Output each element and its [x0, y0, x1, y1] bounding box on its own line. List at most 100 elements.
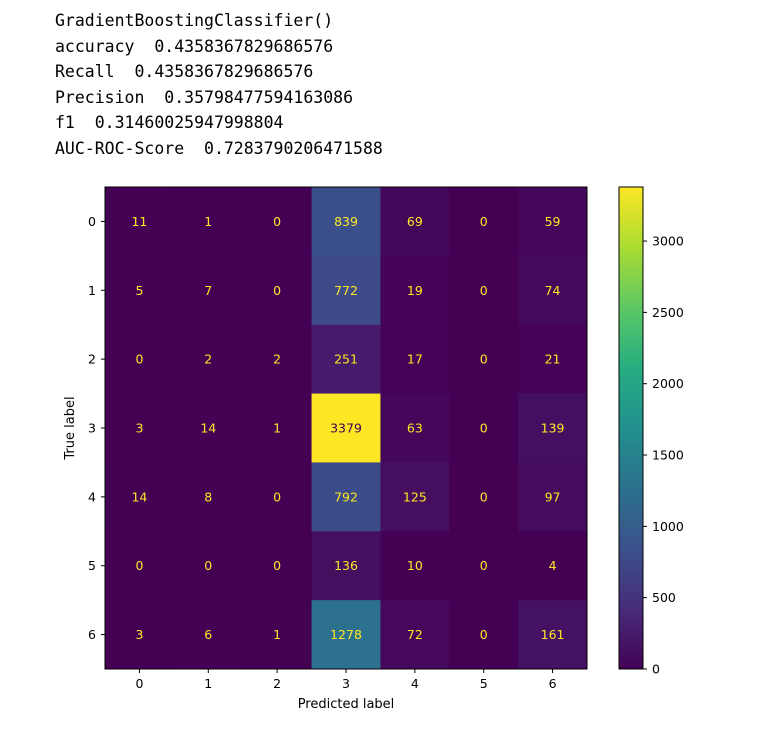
cell-value-label: 0: [480, 283, 488, 298]
heatmap-cell: [242, 462, 313, 532]
heatmap-cell: [380, 255, 450, 326]
auc-roc-line: AUC-ROC-Score 0.7283790206471588: [55, 138, 383, 158]
heatmap-cell: [173, 600, 244, 670]
cell-value-label: 14: [200, 421, 216, 436]
cell-value-label: 0: [480, 558, 488, 573]
heatmap-cell: [242, 187, 313, 257]
cell-value-label: 4: [549, 558, 557, 573]
x-tick-label: 4: [411, 676, 419, 691]
cell-value-label: 1: [204, 214, 212, 229]
cell-value-label: 2: [204, 352, 212, 367]
cell-value-label: 125: [403, 489, 427, 504]
cell-value-label: 792: [334, 489, 358, 504]
x-tick-label: 5: [480, 676, 488, 691]
y-tick-label: 4: [88, 489, 96, 504]
cell-value-label: 3379: [330, 421, 362, 436]
accuracy-line: accuracy 0.4358367829686576: [55, 36, 334, 56]
cell-value-label: 136: [334, 558, 358, 573]
cell-value-label: 19: [407, 283, 423, 298]
heatmap-cell: [311, 462, 381, 532]
heatmap-cell: [105, 462, 175, 532]
heatmap-cell: [449, 187, 519, 257]
cell-value-label: 0: [135, 558, 143, 573]
cell-value-label: 0: [273, 489, 281, 504]
heatmap-cell: [449, 531, 519, 601]
f1-line: f1 0.31460025947998804: [55, 113, 284, 132]
heatmap-cell: [242, 393, 313, 463]
heatmap-cell: [242, 255, 313, 326]
y-tick-label: 1: [88, 283, 96, 298]
heatmap-cell: [380, 324, 450, 395]
heatmap-cell: [518, 393, 588, 463]
precision-line: Precision 0.35798477594163086: [55, 87, 354, 107]
x-axis-label: Predicted label: [298, 697, 395, 712]
y-axis-label: True label: [63, 396, 78, 460]
cell-value-label: 772: [334, 283, 358, 298]
cell-value-label: 0: [480, 627, 488, 642]
cell-value-label: 97: [545, 489, 561, 504]
cell-value-label: 63: [407, 421, 423, 436]
cell-value-label: 0: [480, 352, 488, 367]
cell-value-label: 69: [407, 214, 423, 229]
cell-value-label: 21: [545, 352, 561, 367]
colorbar-tick-label: 1000: [652, 519, 684, 534]
heatmap-cell: [105, 255, 175, 326]
cell-value-label: 0: [273, 558, 281, 573]
heatmap-cell: [242, 600, 313, 670]
heatmap-cell: [380, 531, 450, 601]
heatmap-cell: [173, 187, 244, 257]
cell-value-label: 17: [407, 352, 423, 367]
heatmap-cell: [518, 187, 588, 257]
colorbar-tick-label: 500: [652, 590, 676, 605]
heatmap-cell: [449, 324, 519, 395]
heatmap-cell: [311, 393, 381, 463]
cell-value-label: 6: [204, 627, 212, 642]
cell-value-label: 0: [273, 283, 281, 298]
heatmap-cell: [105, 324, 175, 395]
colorbar-tick-label: 0: [652, 662, 660, 677]
colorbar-tick-label: 3000: [652, 234, 684, 249]
heatmap-cell: [311, 531, 381, 601]
cell-value-label: 10: [407, 558, 423, 573]
cell-value-label: 8: [204, 489, 212, 504]
cell-value-label: 161: [541, 627, 565, 642]
heatmap-cells: 11 1 0 839 69 0 595 7 0 772 19 0 740 2 2 251 17 0 213 14 1 33…: [105, 187, 588, 670]
colorbar-tick-label: 2000: [652, 376, 684, 391]
heatmap-cell: [449, 462, 519, 532]
colorbar-tick-label: 1500: [652, 448, 684, 463]
cell-value-label: 59: [545, 214, 561, 229]
heatmap-cell: [173, 255, 244, 326]
cell-value-label: 1: [273, 421, 281, 436]
heatmap-cell: [105, 393, 175, 463]
heatmap-cell: [518, 255, 588, 326]
axis-ticks: 0 1 2 3 4 5 6 0 1 2 3 4 5 6: [88, 214, 557, 691]
cell-value-label: 7: [204, 283, 212, 298]
heatmap-cell: [105, 600, 175, 670]
cell-value-label: 14: [131, 489, 147, 504]
x-tick-label: 3: [342, 676, 350, 691]
heatmap-cell: [518, 600, 588, 670]
colorbar: [618, 186, 644, 670]
cell-value-label: 139: [541, 421, 565, 436]
heatmap-cell: [105, 187, 175, 257]
model-name-line: GradientBoostingClassifier(): [55, 11, 334, 30]
heatmap-cell: [242, 531, 313, 601]
heatmap-cell: [380, 462, 450, 532]
heatmap-cell: [311, 600, 381, 670]
cell-value-label: 0: [204, 558, 212, 573]
colorbar-ticks: 0 500 1000 1500 2000 2500 3000: [643, 234, 684, 677]
cell-value-label: 3: [135, 627, 143, 642]
heatmap-cell: [518, 324, 588, 395]
cell-value-label: 1: [273, 627, 281, 642]
cell-value-label: 0: [135, 352, 143, 367]
heatmap-cell: [242, 324, 313, 395]
cell-value-label: 2: [273, 352, 281, 367]
y-tick-label: 6: [88, 627, 96, 642]
y-tick-label: 5: [88, 558, 96, 573]
y-tick-label: 2: [88, 352, 96, 367]
cell-value-label: 5: [135, 283, 143, 298]
cell-value-label: 0: [480, 489, 488, 504]
cell-value-label: 74: [545, 283, 561, 298]
heatmap-cell: [311, 187, 381, 257]
